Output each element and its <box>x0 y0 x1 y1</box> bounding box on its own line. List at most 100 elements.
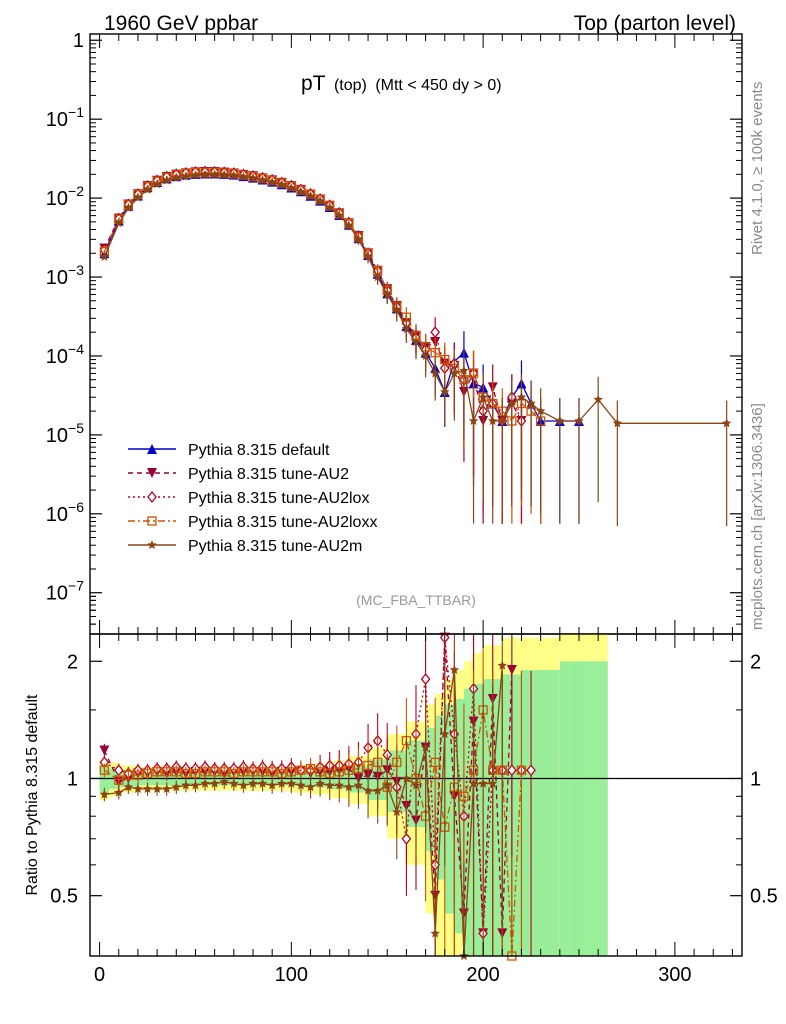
ytick-label-2: 10−2 <box>46 183 84 210</box>
ratio-2-point-8 <box>181 768 191 779</box>
series-4-point-40 <box>488 416 498 425</box>
ytick-label-3: 10−3 <box>46 262 84 289</box>
series-3-point-35 <box>440 354 450 365</box>
ytick-label-0: 1 <box>73 30 84 52</box>
series-4-point-3 <box>133 192 143 202</box>
series-4-point-41 <box>497 416 507 425</box>
series-4 <box>99 169 732 527</box>
xtick-label-2: 200 <box>466 964 499 986</box>
ratio-ytick-label-r-0: 2 <box>750 651 761 673</box>
ratio-3-point-14 <box>238 780 249 790</box>
ratio-3-point-15 <box>248 778 258 788</box>
series-4-point-4 <box>142 184 153 194</box>
legend-label-4: Pythia 8.315 tune-AU2m <box>188 538 362 555</box>
legend-item-0: Pythia 8.315 default <box>128 442 330 459</box>
series-4-point-15 <box>248 173 258 183</box>
band-green-30 <box>559 661 570 956</box>
series-4-point-45 <box>535 406 546 416</box>
legend-marker-2 <box>147 490 157 504</box>
series-4-point-19 <box>286 183 297 193</box>
ratio-3-point-21 <box>305 782 316 792</box>
ratio-3-point-20 <box>296 780 306 790</box>
ytick-label-1: 10−1 <box>46 104 84 131</box>
ratio-1-point-33 <box>420 673 431 686</box>
legend-label-2: Pythia 8.315 tune-AU2lox <box>188 490 369 507</box>
ratio-line-2 <box>104 709 523 957</box>
series-4-point-39 <box>478 392 488 402</box>
ytick-base-6: 10 <box>46 504 68 526</box>
legend-item-2: Pythia 8.315 tune-AU2lox <box>128 490 369 507</box>
band-green-32 <box>588 661 599 956</box>
ratio-3-point-24 <box>334 780 344 790</box>
title-cut: (Mtt < 450 dy > 0) <box>375 77 501 94</box>
ratio-2-point-30 <box>392 757 402 768</box>
series-4-point-16 <box>257 175 268 185</box>
series-4-point-22 <box>315 196 325 205</box>
series-4-point-30 <box>392 305 402 315</box>
legend-item-4: Pythia 8.315 tune-AU2m <box>128 538 362 555</box>
ytick-label-6: 10−6 <box>46 499 84 526</box>
series-4-point-2 <box>123 203 134 212</box>
ratio-ytick-label-r-1: 1 <box>750 768 761 790</box>
series-4-point-23 <box>325 202 335 212</box>
ratio-1-point-31 <box>401 832 412 845</box>
ratio-ytick-label-0: 2 <box>67 651 78 673</box>
series-4-point-43 <box>516 392 527 402</box>
series-4-point-18 <box>277 179 287 189</box>
series-4-point-48 <box>593 394 603 404</box>
series-4-point-49 <box>612 418 623 428</box>
series-4-point-13 <box>229 170 239 180</box>
series-4-point-20 <box>296 186 306 196</box>
ratio-1-point-44 <box>526 764 536 777</box>
plot-title: pT (top) (Mtt < 450 dy > 0) <box>301 72 502 95</box>
ratio-3-point-28 <box>372 785 383 795</box>
ratio-2-point-1 <box>114 775 124 785</box>
series-3-point-13 <box>229 169 239 179</box>
series-4-point-31 <box>401 323 412 333</box>
legend-label-3: Pythia 8.315 tune-AU2loxx <box>188 514 377 531</box>
ytick-base-5: 10 <box>46 425 68 447</box>
band-green-26 <box>502 674 512 956</box>
series-4-point-5 <box>152 179 162 189</box>
ratio-3-point-1 <box>114 787 124 797</box>
ratio-3-point-12 <box>219 776 229 786</box>
ratio-2-point-34 <box>430 757 440 768</box>
ytick-exp-3: −3 <box>68 262 84 278</box>
series-line-4 <box>103 174 727 424</box>
legend-marker-1 <box>147 468 157 478</box>
ratio-ytick-label-1: 1 <box>67 768 78 790</box>
ratio-3-point-8 <box>181 780 191 790</box>
band-green-29 <box>531 669 560 956</box>
ratio-ylabel: Ratio to Pythia 8.315 default <box>24 694 41 896</box>
series-4-point-36 <box>449 368 460 378</box>
header-left: 1960 GeV ppbar <box>104 12 258 35</box>
series-4-point-38 <box>468 416 479 425</box>
series-4-point-26 <box>353 234 364 244</box>
xtick-label-3: 300 <box>658 964 691 986</box>
ratio-3-point-5 <box>152 783 162 793</box>
ytick-label-5: 10−5 <box>46 420 84 447</box>
ratio-2-point-10 <box>200 767 210 777</box>
series-4-point-8 <box>181 171 191 181</box>
ratio-2-point-0 <box>99 765 110 775</box>
ytick-exp-4: −4 <box>68 341 84 357</box>
ratio-2-point-6 <box>162 767 172 777</box>
ratio-3-point-35 <box>440 729 450 739</box>
ratio-3-point-0 <box>99 789 110 799</box>
band-green-18 <box>425 727 436 852</box>
series-4-point-21 <box>305 191 316 201</box>
ytick-exp-1: −1 <box>68 104 84 120</box>
ytick-label-7: 10−7 <box>46 578 84 605</box>
series-4-point-42 <box>507 398 517 408</box>
series-4-point-28 <box>372 272 383 282</box>
band-green-28 <box>521 669 532 956</box>
ratio-3-point-26 <box>353 780 364 790</box>
series-4-point-24 <box>334 210 344 220</box>
band-green-22 <box>463 688 474 956</box>
ratio-2-point-4 <box>142 768 153 779</box>
ratio-3-point-41 <box>497 660 507 670</box>
ratio-3-point-22 <box>315 778 325 788</box>
ratio-3-point-9 <box>190 780 201 790</box>
ytick-base-1: 10 <box>46 109 68 131</box>
series-4-point-29 <box>382 289 392 299</box>
